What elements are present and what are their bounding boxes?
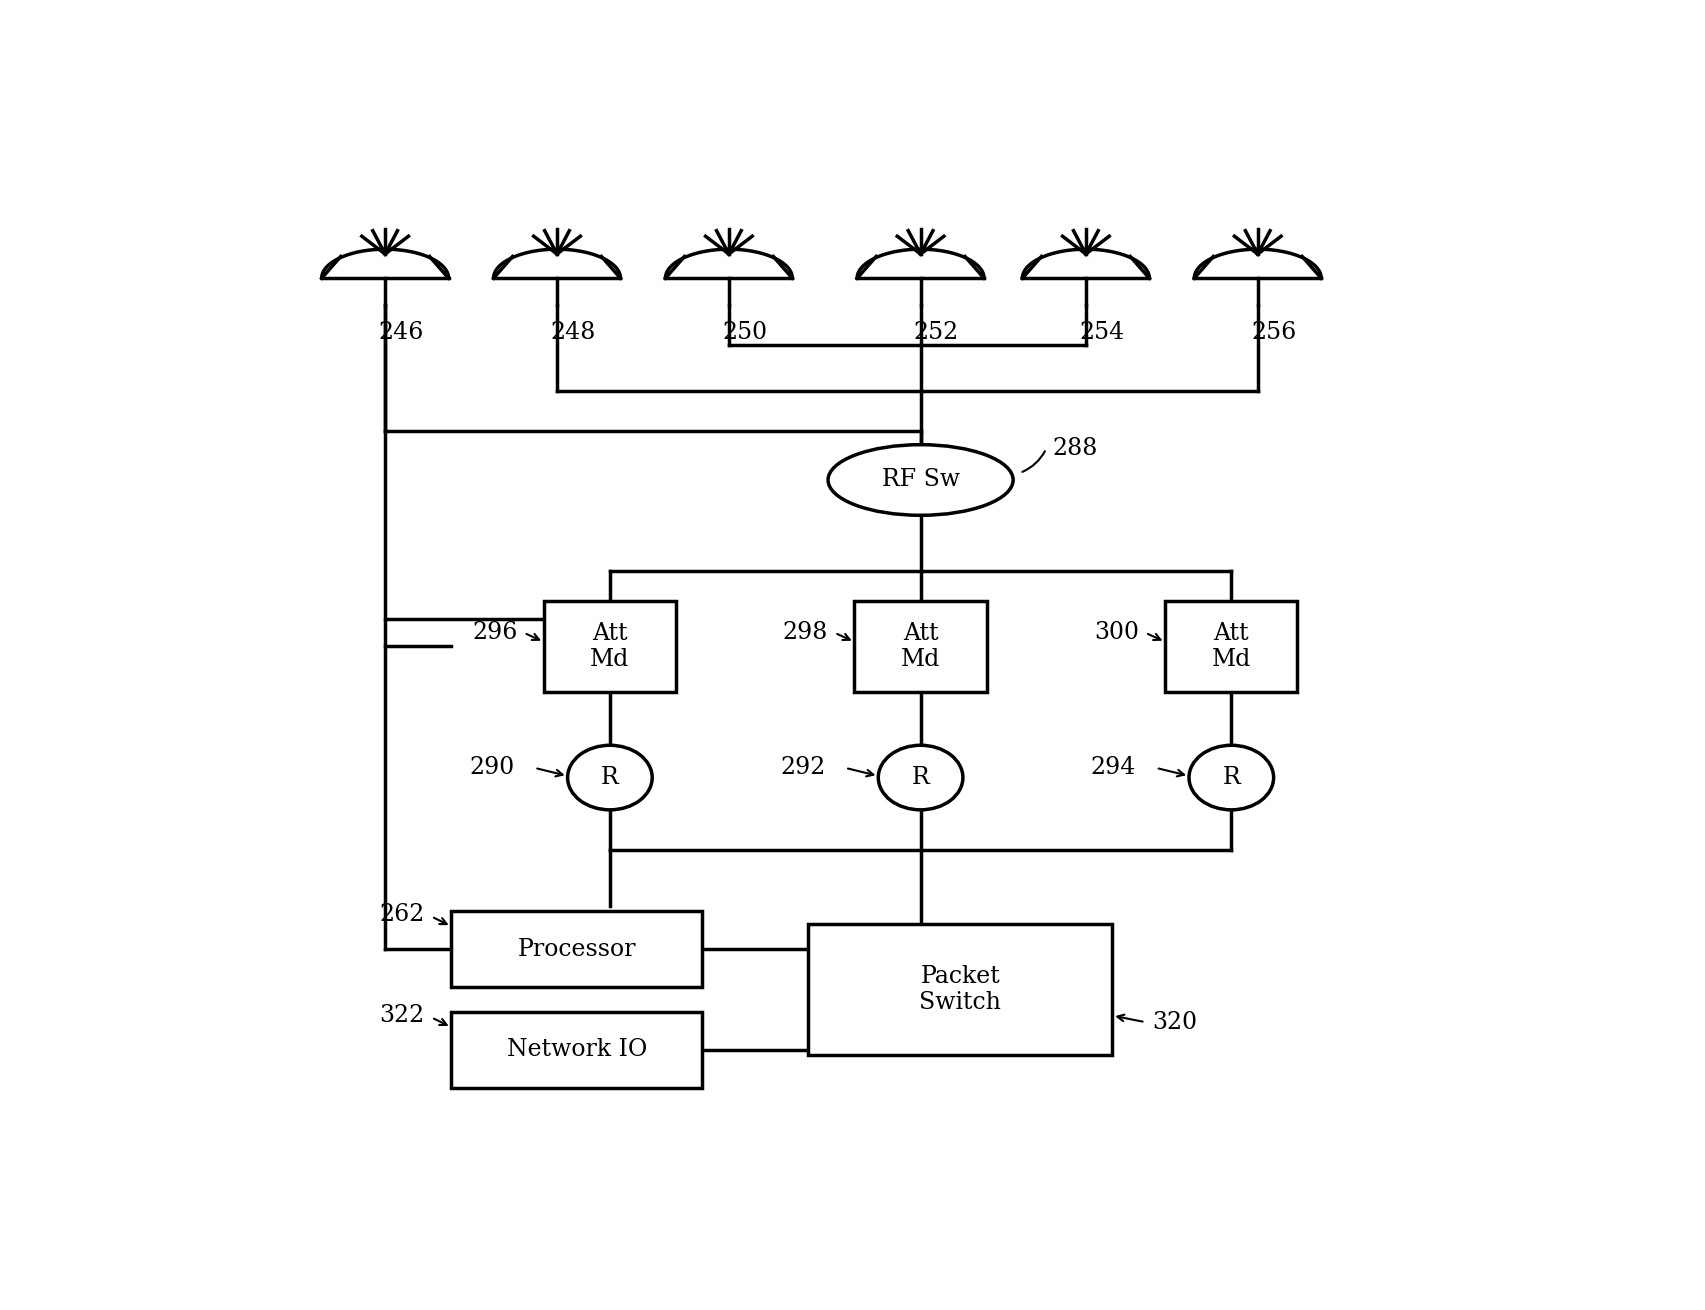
Bar — [450, 912, 702, 986]
Bar — [544, 601, 675, 692]
Text: R: R — [600, 766, 619, 789]
Text: 298: 298 — [783, 621, 827, 645]
Text: 300: 300 — [1093, 621, 1139, 645]
Text: 254: 254 — [1079, 321, 1124, 345]
Text: 246: 246 — [379, 321, 423, 345]
Circle shape — [568, 745, 651, 810]
Text: 250: 250 — [721, 321, 767, 345]
Text: 288: 288 — [1052, 438, 1098, 460]
Text: 248: 248 — [551, 321, 595, 345]
Bar — [450, 1013, 702, 1087]
Circle shape — [878, 745, 962, 810]
Text: 296: 296 — [472, 621, 517, 645]
Bar — [1165, 601, 1296, 692]
Circle shape — [1188, 745, 1274, 810]
Text: 262: 262 — [379, 904, 425, 926]
Text: Packet
Switch: Packet Switch — [919, 964, 1001, 1014]
Text: 320: 320 — [1151, 1010, 1197, 1034]
Text: RF Sw: RF Sw — [881, 469, 960, 491]
Text: Processor: Processor — [517, 938, 636, 960]
Text: R: R — [910, 766, 929, 789]
Text: Att
Md: Att Md — [900, 622, 939, 671]
Text: 256: 256 — [1250, 321, 1296, 345]
Text: 252: 252 — [914, 321, 958, 345]
Text: 294: 294 — [1089, 756, 1136, 779]
Ellipse shape — [827, 444, 1013, 515]
Text: 322: 322 — [379, 1005, 425, 1027]
Text: Network IO: Network IO — [506, 1039, 646, 1061]
Text: 292: 292 — [779, 756, 825, 779]
Text: Att
Md: Att Md — [590, 622, 629, 671]
Bar — [854, 601, 985, 692]
Text: R: R — [1222, 766, 1240, 789]
Text: Att
Md: Att Md — [1211, 622, 1250, 671]
Text: 290: 290 — [469, 756, 515, 779]
Bar — [808, 924, 1112, 1055]
